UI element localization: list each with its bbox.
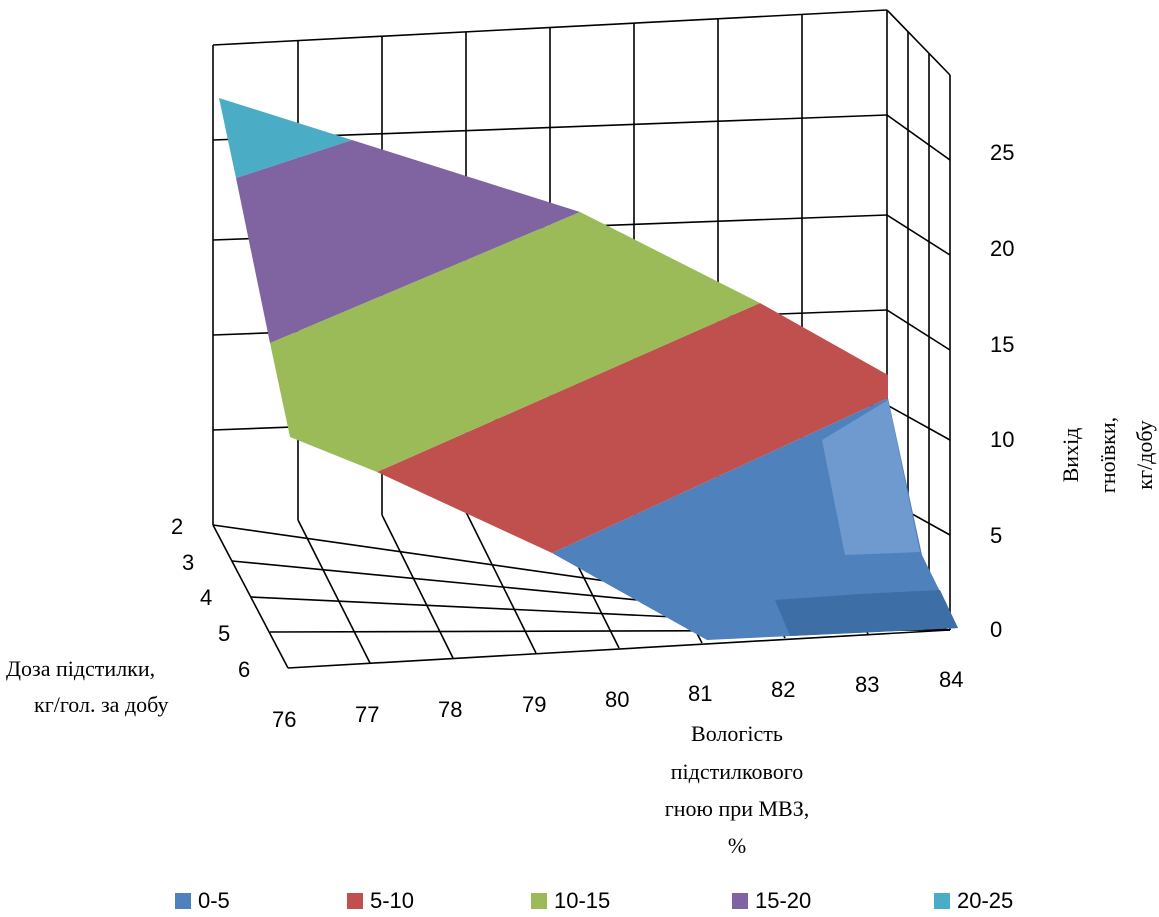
x-tick: 78: [438, 697, 462, 722]
x-tick: 77: [355, 702, 379, 727]
legend-swatch-5-10: [347, 893, 363, 909]
z-tick: 25: [990, 140, 1014, 165]
x-axis-ticks: 76 77 78 79 80 81 82 83 84: [272, 667, 963, 732]
x-axis-title-line: гною при МВЗ,: [665, 796, 810, 821]
legend-label: 5-10: [370, 888, 414, 913]
depth-axis-title-line: Доза підстилки,: [6, 656, 155, 681]
surface-band-5-10: [377, 303, 888, 553]
legend-label: 10-15: [554, 888, 610, 913]
depth-axis-ticks: 2 3 4 5 6: [171, 514, 250, 682]
legend-item: 20-25: [934, 888, 1013, 913]
x-axis-title-line: Вологість: [691, 721, 783, 746]
z-tick: 15: [990, 332, 1014, 357]
x-tick: 79: [522, 692, 546, 717]
z-axis-ticks: 0 5 10 15 20 25: [990, 140, 1014, 642]
surface-band-0-5-highlight: [822, 400, 920, 555]
z-axis-title-line: гноївки,: [1095, 417, 1120, 493]
legend-swatch-0-5: [175, 893, 191, 909]
x-tick: 76: [272, 707, 296, 732]
legend: 0-5 5-10 10-15 15-20 20-25: [175, 888, 1013, 913]
legend-swatch-10-15: [531, 893, 547, 909]
z-axis-title: Вихід гноївки, кг/добу: [1058, 417, 1157, 493]
legend-item: 15-20: [732, 888, 811, 913]
depth-axis-title-line: кг/гол. за добу: [34, 692, 169, 717]
depth-tick: 6: [238, 657, 250, 682]
depth-tick: 3: [182, 550, 194, 575]
legend-item: 5-10: [347, 888, 414, 913]
z-tick: 10: [990, 427, 1014, 452]
surface: [219, 98, 958, 640]
surface-band-0-5-shade-2: [860, 590, 958, 632]
legend-item: 10-15: [531, 888, 610, 913]
z-tick: 0: [990, 617, 1002, 642]
x-tick: 83: [855, 672, 879, 697]
depth-tick: 4: [200, 585, 212, 610]
surface-band-20-25: [219, 98, 352, 178]
legend-swatch-15-20: [732, 893, 748, 909]
legend-label: 20-25: [957, 888, 1013, 913]
x-tick: 84: [939, 667, 963, 692]
x-tick: 80: [605, 687, 629, 712]
x-tick: 81: [688, 681, 712, 706]
surface-band-15-20: [236, 140, 580, 343]
x-axis-title-line: підстилкового: [671, 759, 804, 784]
surface-band-0-5-shade: [775, 594, 878, 636]
x-tick: 82: [771, 677, 795, 702]
x-axis-title-line: %: [728, 833, 746, 858]
z-axis-title-line: кг/добу: [1132, 420, 1157, 489]
depth-tick: 5: [218, 621, 230, 646]
legend-label: 0-5: [198, 888, 230, 913]
legend-swatch-20-25: [934, 893, 950, 909]
z-axis-title-line: Вихід: [1058, 428, 1083, 483]
surface-band-10-15: [270, 212, 760, 472]
legend-item: 0-5: [175, 888, 230, 913]
z-tick: 5: [990, 523, 1002, 548]
depth-axis-title: Доза підстилки, кг/гол. за добу: [6, 656, 169, 717]
legend-label: 15-20: [755, 888, 811, 913]
z-tick: 20: [990, 236, 1014, 261]
depth-tick: 2: [171, 514, 183, 539]
x-axis-title: Вологість підстилкового гною при МВЗ, %: [665, 721, 810, 858]
